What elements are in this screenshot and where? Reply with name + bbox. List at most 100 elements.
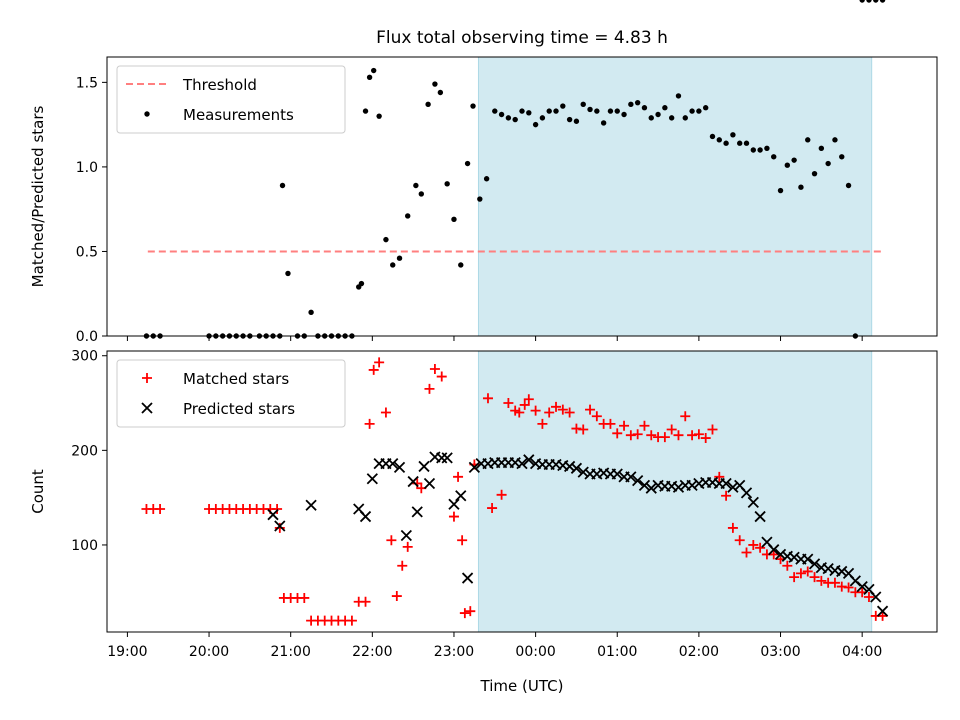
data-point — [721, 490, 732, 501]
data-point — [743, 140, 750, 146]
data-point — [570, 462, 583, 474]
data-point — [563, 460, 576, 473]
data-point — [553, 108, 559, 114]
data-point — [686, 479, 698, 491]
data-point — [750, 147, 757, 153]
data-point — [514, 407, 525, 418]
data-point — [662, 105, 668, 111]
data-point — [829, 577, 840, 588]
data-point — [680, 411, 691, 422]
data-point — [411, 506, 423, 518]
data-point — [155, 504, 166, 515]
data-point — [390, 262, 396, 268]
data-point — [747, 496, 759, 509]
data-point — [632, 474, 644, 487]
data-point — [836, 581, 847, 592]
data-point — [659, 432, 670, 443]
data-point — [432, 81, 438, 87]
data-point — [839, 154, 845, 160]
data-point — [346, 615, 357, 626]
x-tick-label: 04:00 — [842, 644, 882, 660]
data-point — [461, 572, 474, 584]
data-point — [740, 487, 753, 499]
data-point — [757, 147, 763, 153]
data-point — [519, 399, 530, 410]
x-tick-label: 20:00 — [189, 644, 229, 660]
legend: Threshold Measurements — [116, 65, 346, 134]
data-point — [638, 479, 651, 491]
data-point — [693, 429, 704, 440]
data-point — [843, 582, 854, 593]
data-point — [600, 120, 607, 126]
data-point — [714, 471, 725, 482]
data-point — [530, 405, 541, 416]
data-point — [591, 411, 602, 422]
data-point — [459, 608, 470, 619]
data-point — [374, 357, 385, 368]
data-point — [366, 74, 373, 80]
data-point — [526, 110, 532, 116]
data-point — [789, 572, 800, 583]
data-point — [707, 424, 718, 435]
data-point — [668, 115, 675, 121]
data-point — [425, 101, 431, 108]
x-tick-label: 01:00 — [597, 644, 637, 660]
data-point — [423, 477, 436, 490]
data-point — [866, 0, 872, 3]
y-tick-label: 100 — [71, 538, 98, 554]
legend-box — [116, 65, 346, 134]
data-point — [397, 560, 408, 571]
data-point — [774, 548, 787, 561]
data-point — [605, 418, 616, 429]
legend-label: Threshold — [182, 76, 257, 94]
data-point — [645, 482, 657, 494]
data-point — [578, 424, 589, 435]
data-point — [614, 108, 620, 114]
legend-handle — [141, 402, 153, 414]
data-point — [607, 108, 614, 114]
data-point — [380, 407, 391, 418]
data-point — [551, 401, 562, 412]
data-point — [580, 101, 586, 108]
data-point — [519, 108, 525, 114]
data-point — [791, 157, 797, 163]
data-point — [393, 461, 406, 474]
x-tick-label: 02:00 — [679, 644, 719, 660]
data-point — [436, 371, 447, 382]
data-point — [788, 551, 800, 563]
plot-frame — [106, 350, 938, 633]
data-point — [682, 115, 688, 121]
data-point — [386, 535, 397, 546]
y-tick-label: 0.5 — [76, 244, 98, 260]
data-point — [308, 309, 314, 316]
data-point — [577, 466, 589, 478]
data-point — [666, 424, 677, 435]
data-point — [836, 565, 848, 578]
data-point — [768, 549, 779, 560]
data-point — [400, 529, 412, 542]
data-point — [523, 394, 534, 405]
data-point — [424, 383, 435, 394]
data-point — [587, 106, 593, 113]
data-point — [702, 105, 709, 111]
data-point — [279, 182, 286, 189]
data-point — [418, 460, 430, 473]
data-point — [359, 510, 372, 523]
data-point — [805, 137, 811, 143]
data-point — [448, 498, 460, 510]
data-point — [571, 423, 582, 434]
data-point — [383, 236, 389, 243]
data-point — [771, 154, 777, 160]
data-point — [641, 105, 648, 111]
x-tick-label: 03:00 — [760, 644, 800, 660]
data-point — [396, 255, 403, 261]
data-point — [360, 596, 371, 607]
data-point — [832, 137, 838, 143]
data-point — [730, 132, 736, 138]
data-point — [782, 560, 793, 571]
data-point — [808, 558, 821, 570]
series-matched-stars — [141, 357, 888, 626]
data-point — [468, 461, 481, 474]
data-point — [646, 430, 657, 441]
